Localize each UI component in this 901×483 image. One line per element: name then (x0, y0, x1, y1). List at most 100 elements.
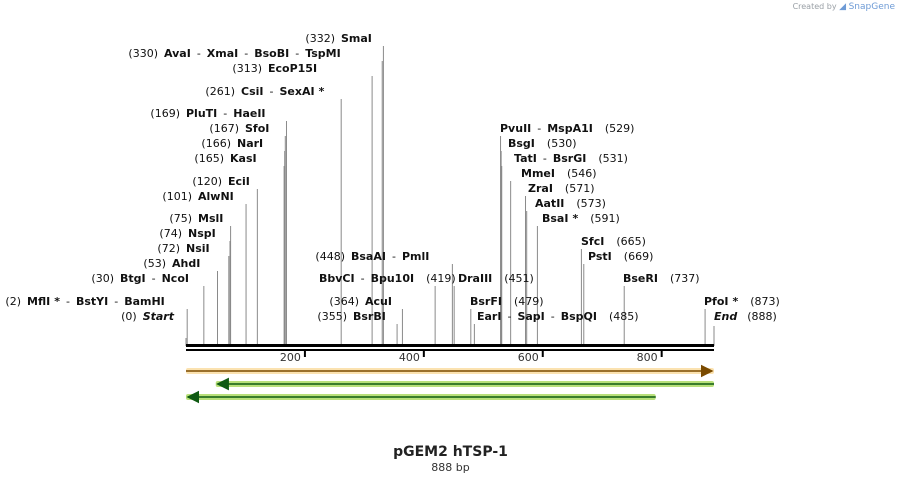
nonunique-marker: * (733, 295, 739, 308)
dna-backbone (186, 344, 714, 351)
site-position: (419) (426, 272, 456, 285)
site-position: (669) (624, 250, 654, 263)
site-position: (591) (590, 212, 620, 225)
enzyme-bstyi: BstYI (76, 295, 108, 308)
site-separator: - (114, 295, 118, 308)
enzyme-psti: PstI (588, 250, 612, 263)
enzyme-bspqi: BspQI (561, 310, 597, 323)
enzyme-ahdi: AhdI (172, 257, 200, 270)
site-position: (166) (201, 137, 231, 150)
axis-tick (660, 350, 663, 357)
site-separator: - (244, 47, 248, 60)
enzyme-eari: EarI (477, 310, 501, 323)
site-position: (479) (514, 295, 544, 308)
enzyme-mspa1i: MspA1I (547, 122, 593, 135)
enzyme-bamhi: BamHI (124, 295, 165, 308)
enzyme-acui: AcuI (365, 295, 392, 308)
enzyme-kasi: KasI (230, 152, 257, 165)
axis-ticks: 200 400 600 800 (280, 350, 663, 364)
enzyme-pluti: PluTI (186, 107, 217, 120)
enzyme-pmli: PmlI (402, 250, 429, 263)
site-position: (30) (91, 272, 114, 285)
enzyme-alwni: AlwNI (198, 190, 234, 203)
site-separator: - (269, 85, 273, 98)
enzyme-nspi: NspI (188, 227, 216, 240)
nonunique-marker: * (572, 212, 578, 225)
site-position: (313) (232, 62, 262, 75)
enzyme-xmai: XmaI (207, 47, 238, 60)
enzyme-sfci: SfcI (581, 235, 604, 248)
enzyme-btgi: BtgI (120, 272, 146, 285)
enzyme-sapi: SapI (517, 310, 544, 323)
linear-map: 200 400 600 800 (332) SmaI(330) AvaI - XmaI - Bso… (5, 32, 780, 404)
bottom-strand (186, 349, 714, 351)
site-separator: - (551, 310, 555, 323)
enzyme-tspmi: TspMI (305, 47, 341, 60)
enzyme-bsai: BsaI (542, 212, 568, 225)
axis-tick-label: 800 (637, 351, 658, 364)
map-caption: pGEM2 hTSP-1 888 bp (0, 444, 901, 474)
site-separator: - (507, 310, 511, 323)
start-label: Start (143, 310, 175, 323)
enzyme-bsrgi: BsrGI (553, 152, 586, 165)
site-position: (451) (504, 272, 534, 285)
credit-brand-name: SnapGene (848, 2, 895, 12)
axis-tick-label: 200 (280, 351, 301, 364)
enzyme-aatii: AatII (535, 197, 564, 210)
enzyme-haeii: HaeII (233, 107, 265, 120)
site-separator: - (537, 122, 541, 135)
site-position: (330) (128, 47, 158, 60)
enzyme-ncoi: NcoI (162, 272, 189, 285)
site-separator: - (543, 152, 547, 165)
credit-prefix: Created by (792, 2, 837, 11)
enzyme-draiii: DraIII (458, 272, 492, 285)
site-separator: - (361, 272, 365, 285)
site-position: (530) (547, 137, 577, 150)
site-separator: - (152, 272, 156, 285)
axis-tick (422, 350, 425, 357)
enzyme-bsgi: BsgI (508, 137, 535, 150)
site-position: (75) (169, 212, 192, 225)
site-position: (167) (209, 122, 239, 135)
nonunique-marker: * (54, 295, 60, 308)
site-position: (53) (143, 257, 166, 270)
enzyme-mmei: MmeI (521, 167, 555, 180)
enzyme-nari: NarI (237, 137, 263, 150)
site-position: (169) (150, 107, 180, 120)
site-position: (573) (576, 197, 606, 210)
site-position: (165) (194, 152, 224, 165)
top-strand (186, 344, 714, 347)
enzyme-bsrbi: BsrBI (353, 310, 386, 323)
site-separator: - (223, 107, 227, 120)
site-position: (873) (750, 295, 780, 308)
site-position: (571) (565, 182, 595, 195)
map-title: pGEM2 hTSP-1 (393, 444, 508, 460)
enzyme-sexai: SexAI (279, 85, 314, 98)
enzyme-avai: AvaI (164, 47, 191, 60)
enzyme-sfoi: SfoI (245, 122, 269, 135)
site-position: (120) (192, 175, 222, 188)
enzyme-bsobi: BsoBI (254, 47, 289, 60)
site-position: (448) (315, 250, 345, 263)
axis-tick (303, 350, 306, 357)
site-position: (529) (605, 122, 635, 135)
site-position: (355) (317, 310, 347, 323)
site-position: (332) (305, 32, 335, 45)
enzyme-nsii: NsiI (186, 242, 210, 255)
enzyme-zrai: ZraI (528, 182, 553, 195)
enzyme-msli: MslI (198, 212, 223, 225)
enzyme-ecop15i: EcoP15I (268, 62, 317, 75)
site-labels: (332) SmaI(330) AvaI - XmaI - BsoBI - TspMI(313)… (5, 32, 779, 323)
enzyme-tati: TatI (514, 152, 537, 165)
enzyme-bsaai: BsaAI (351, 250, 386, 263)
leader-lines (185, 46, 715, 346)
snapgene-logo-icon: ◢ (839, 2, 847, 12)
feature-arrows (186, 364, 714, 404)
site-position: (485) (609, 310, 639, 323)
site-position: (101) (162, 190, 192, 203)
enzyme-pvuii: PvuII (500, 122, 531, 135)
site-position: (531) (598, 152, 628, 165)
site-position: (74) (159, 227, 182, 240)
enzyme-mfli: MflI (27, 295, 50, 308)
site-position: (737) (670, 272, 700, 285)
